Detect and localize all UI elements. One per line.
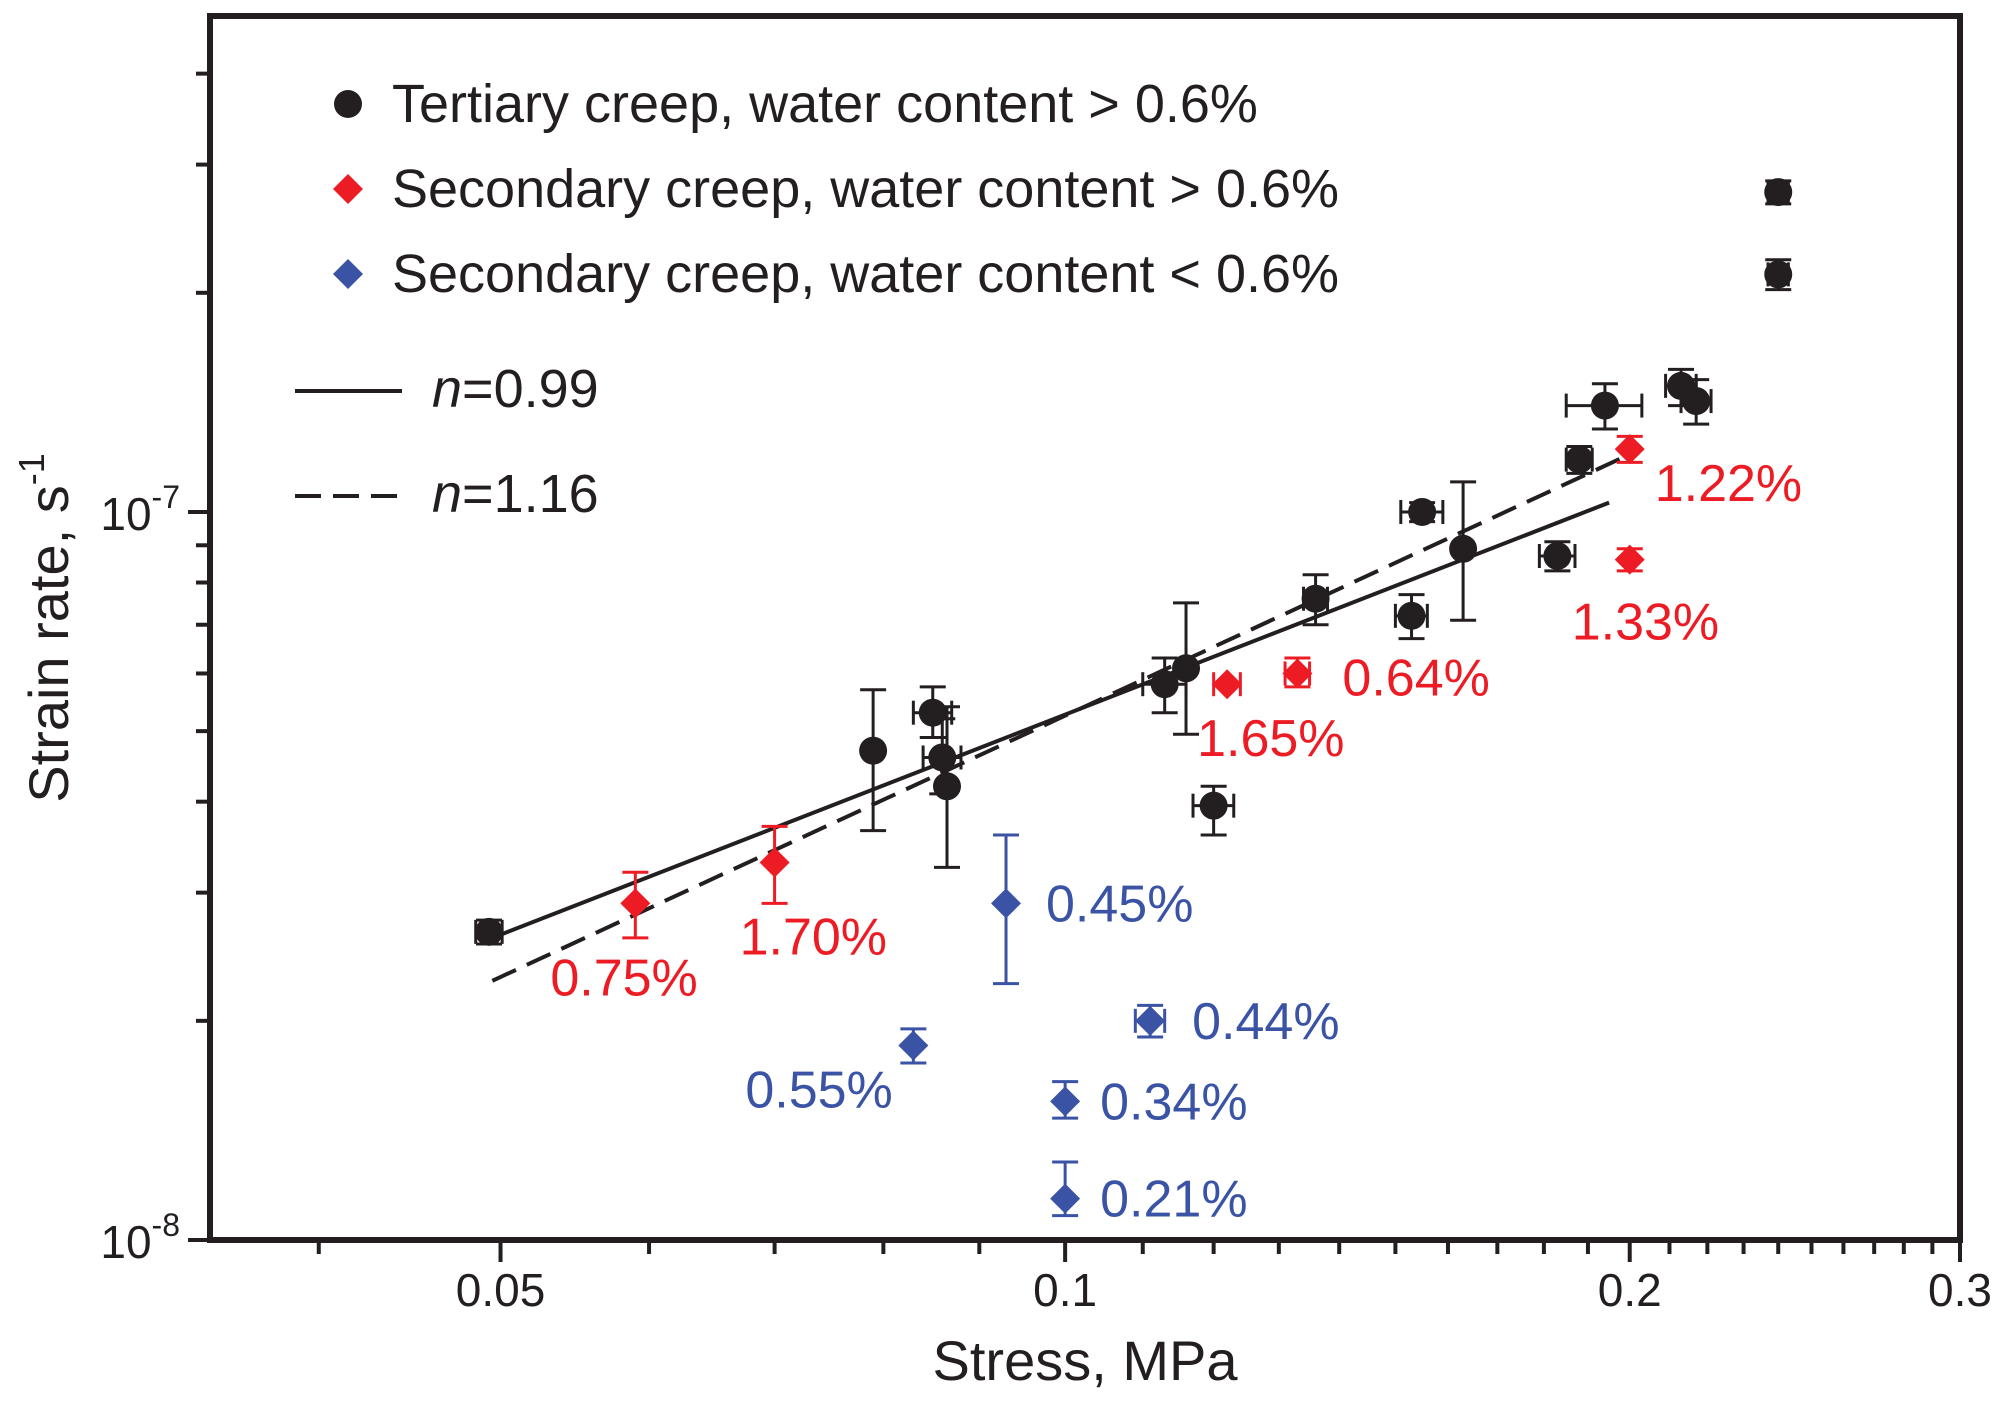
data-point	[859, 736, 888, 765]
y-tick-base: 10	[100, 1216, 151, 1268]
data-point	[932, 772, 961, 801]
data-point	[759, 847, 790, 878]
x-tick-label: 0.3	[1928, 1264, 1992, 1316]
data-point	[1150, 670, 1179, 699]
data-point	[1301, 584, 1330, 613]
legend-marker	[334, 90, 362, 118]
data-point	[991, 888, 1022, 919]
data-point	[1614, 544, 1645, 575]
legend-label: n=1.16	[432, 464, 599, 524]
y-tick-base: 10	[100, 488, 151, 540]
series-0	[474, 178, 1793, 946]
y-tick-label: 10-8	[100, 1207, 180, 1268]
y-axis-title-superscript: -1	[11, 453, 52, 485]
legend-label: Secondary creep, water content > 0.6%	[392, 159, 1339, 219]
legend-marker	[333, 259, 363, 289]
data-point	[1282, 658, 1313, 689]
point-annotation: 0.44%	[1192, 993, 1339, 1051]
point-annotation: 1.22%	[1655, 455, 1802, 513]
legend-label-rest: =0.99	[462, 359, 599, 419]
fit-line-dashed	[491, 452, 1631, 983]
x-tick-label: 0.1	[1033, 1264, 1097, 1316]
data-point	[1050, 1183, 1081, 1214]
x-tick-label: 0.05	[456, 1264, 546, 1316]
legend-label-italic: n	[432, 359, 462, 419]
y-tick-label: 10-7	[100, 479, 180, 540]
point-annotation: 0.64%	[1342, 649, 1489, 707]
x-axis-title: Stress, MPa	[933, 1329, 1239, 1392]
chart-legend: Tertiary creep, water content > 0.6% Seco…	[295, 74, 1339, 524]
data-point	[1397, 601, 1426, 630]
legend-marker	[333, 174, 363, 204]
data-point	[1764, 178, 1793, 207]
data-point	[1408, 497, 1437, 526]
data-point	[1590, 391, 1619, 420]
legend-label: n=0.99	[432, 359, 599, 419]
data-point	[1449, 534, 1478, 563]
legend-label: Secondary creep, water content < 0.6%	[392, 244, 1339, 304]
data-point	[1212, 669, 1243, 700]
data-point	[1050, 1086, 1081, 1117]
legend-label-rest: =1.16	[462, 464, 599, 524]
point-annotation: 0.34%	[1100, 1073, 1247, 1131]
data-point	[1199, 791, 1228, 820]
y-axis-title: Strain rate, s-1	[11, 453, 80, 802]
point-annotation: 1.33%	[1572, 594, 1719, 652]
plot-frame	[207, 13, 1963, 1243]
data-point	[1614, 434, 1645, 465]
data-point	[1172, 654, 1201, 683]
data-point	[1764, 260, 1793, 289]
data-point	[475, 917, 504, 946]
data-point	[898, 1030, 929, 1061]
data-point	[1135, 1005, 1166, 1036]
point-annotation: 1.70%	[740, 909, 887, 967]
data-point	[620, 888, 651, 919]
point-annotation: 0.21%	[1100, 1171, 1247, 1229]
y-tick-exponent: -7	[152, 479, 180, 515]
point-annotation: 0.75%	[550, 949, 697, 1007]
series-2	[898, 833, 1167, 1218]
chart-marks: 0.75% 1.70% 1.65%0.64% 1.22% 1.33% 0.55% 0.45%…	[474, 178, 1802, 1229]
data-point	[1682, 387, 1711, 416]
legend-label: Tertiary creep, water content > 0.6%	[392, 74, 1258, 134]
point-annotation: 0.45%	[1046, 875, 1193, 933]
y-axis-title-base: Strain rate, s	[17, 485, 80, 802]
point-annotation: 1.65%	[1197, 710, 1344, 768]
x-tick-label: 0.2	[1598, 1264, 1662, 1316]
series-1	[620, 434, 1645, 940]
data-point	[1565, 445, 1594, 474]
point-annotation: 0.55%	[745, 1061, 892, 1119]
data-point	[928, 743, 957, 772]
data-point	[1543, 541, 1572, 570]
legend-label-italic: n	[432, 464, 462, 524]
y-tick-exponent: -8	[152, 1207, 180, 1243]
